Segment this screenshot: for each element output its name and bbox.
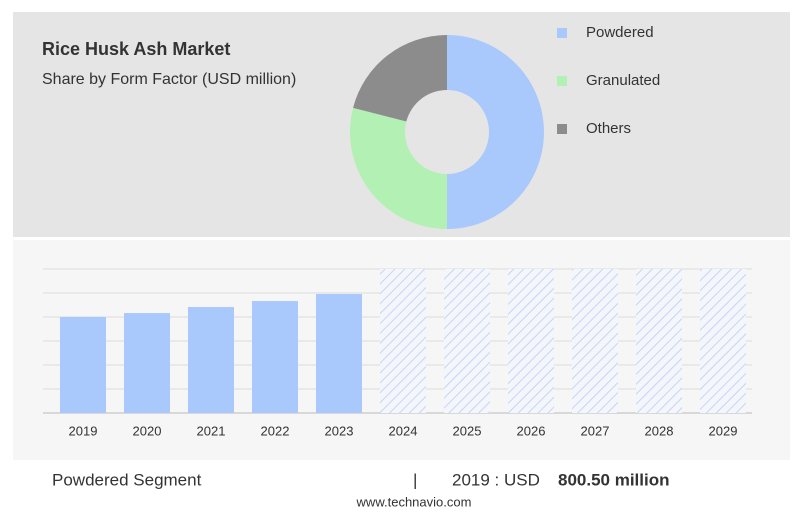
- x-tick-label: 2027: [581, 423, 610, 438]
- bar: [60, 316, 106, 413]
- separator: |: [413, 470, 417, 489]
- x-tick-label: 2026: [517, 423, 546, 438]
- segment-label: Powdered Segment: [52, 470, 202, 489]
- legend-label: Powdered: [586, 24, 654, 41]
- x-tick-label: 2019: [69, 423, 98, 438]
- x-tick-label: 2023: [325, 423, 354, 438]
- x-tick-label: 2029: [709, 423, 738, 438]
- x-tick-label: 2020: [133, 423, 162, 438]
- legend-swatch: [557, 124, 567, 134]
- forecast-placeholder: [700, 269, 746, 413]
- chart-subtitle: Share by Form Factor (USD million): [42, 71, 296, 88]
- forecast-placeholder: [508, 269, 554, 413]
- x-tick-label: 2025: [453, 423, 482, 438]
- bar: [316, 293, 362, 413]
- x-tick-label: 2022: [261, 423, 290, 438]
- chart-title: Rice Husk Ash Market: [42, 39, 230, 59]
- bar: [252, 301, 298, 413]
- year-label: 2019 : USD: [452, 470, 540, 489]
- donut-slice: [353, 34, 447, 122]
- value-label: 800.50 million: [558, 470, 670, 489]
- donut-slice: [447, 35, 544, 229]
- x-tick-label: 2021: [197, 423, 226, 438]
- bar: [124, 313, 170, 413]
- forecast-placeholder: [572, 269, 618, 413]
- forecast-placeholder: [444, 269, 490, 413]
- source: www.technavio.com: [356, 494, 472, 509]
- bar: [188, 307, 234, 413]
- legend-swatch: [557, 28, 567, 38]
- legend-swatch: [557, 76, 567, 86]
- forecast-placeholder: [380, 269, 426, 413]
- legend-label: Others: [586, 120, 631, 137]
- donut-slice: [350, 107, 447, 229]
- legend-label: Granulated: [586, 72, 660, 89]
- forecast-placeholder: [636, 269, 682, 413]
- x-tick-label: 2024: [389, 423, 418, 438]
- x-tick-label: 2028: [645, 423, 674, 438]
